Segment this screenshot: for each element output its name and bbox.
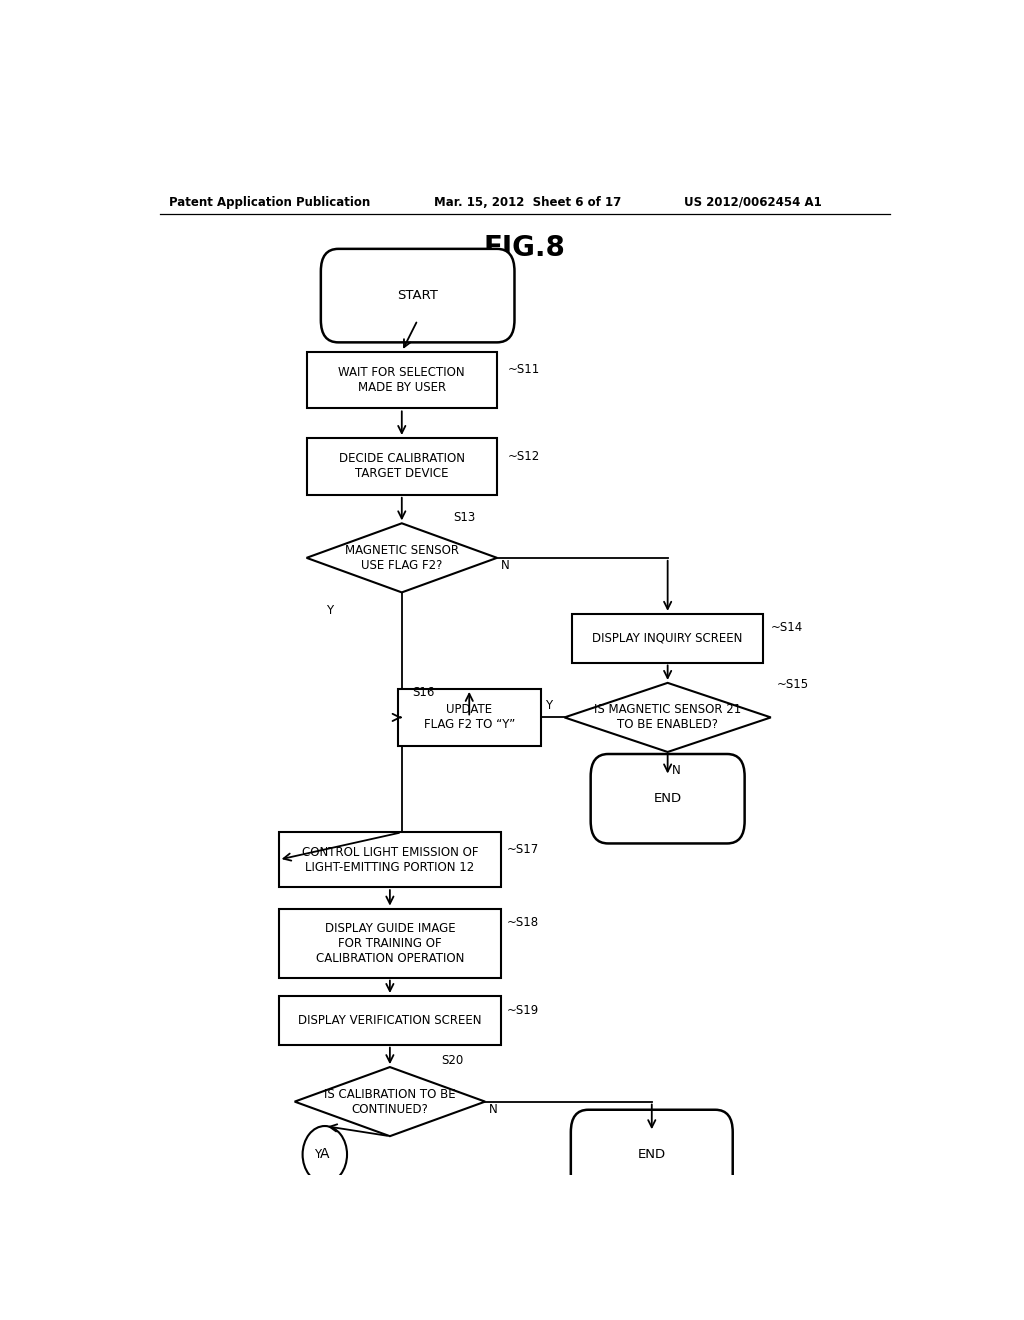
Text: Y: Y xyxy=(327,605,334,618)
Text: MAGNETIC SENSOR
USE FLAG F2?: MAGNETIC SENSOR USE FLAG F2? xyxy=(345,544,459,572)
Bar xyxy=(306,351,497,408)
Text: FIG.8: FIG.8 xyxy=(484,234,565,261)
Text: Y: Y xyxy=(314,1148,322,1162)
Text: ~S12: ~S12 xyxy=(507,450,540,463)
Text: ~S17: ~S17 xyxy=(507,843,539,857)
Text: WAIT FOR SELECTION
MADE BY USER: WAIT FOR SELECTION MADE BY USER xyxy=(339,366,465,393)
Text: ~S11: ~S11 xyxy=(507,363,540,376)
Text: DECIDE CALIBRATION
TARGET DEVICE: DECIDE CALIBRATION TARGET DEVICE xyxy=(339,453,465,480)
Text: IS CALIBRATION TO BE
CONTINUED?: IS CALIBRATION TO BE CONTINUED? xyxy=(324,1088,456,1115)
Text: ~S15: ~S15 xyxy=(777,678,809,692)
Text: CONTROL LIGHT EMISSION OF
LIGHT-EMITTING PORTION 12: CONTROL LIGHT EMISSION OF LIGHT-EMITTING… xyxy=(302,846,478,874)
Text: IS MAGNETIC SENSOR 21
TO BE ENABLED?: IS MAGNETIC SENSOR 21 TO BE ENABLED? xyxy=(594,704,741,731)
Bar xyxy=(572,614,763,663)
Text: ~S14: ~S14 xyxy=(771,622,803,635)
Text: END: END xyxy=(638,1148,666,1162)
Text: Y: Y xyxy=(545,698,552,711)
FancyBboxPatch shape xyxy=(570,1110,733,1199)
FancyBboxPatch shape xyxy=(591,754,744,843)
Text: START: START xyxy=(397,289,438,302)
Text: Mar. 15, 2012  Sheet 6 of 17: Mar. 15, 2012 Sheet 6 of 17 xyxy=(433,195,621,209)
Text: UPDATE
FLAG F2 TO “Y”: UPDATE FLAG F2 TO “Y” xyxy=(424,704,515,731)
Polygon shape xyxy=(306,523,497,593)
Text: N: N xyxy=(489,1104,498,1117)
Polygon shape xyxy=(295,1067,485,1137)
Text: N: N xyxy=(672,764,680,776)
Text: ~S18: ~S18 xyxy=(507,916,539,929)
Text: S16: S16 xyxy=(412,685,434,698)
Circle shape xyxy=(303,1126,347,1183)
Text: S13: S13 xyxy=(454,511,475,524)
Text: ~S19: ~S19 xyxy=(507,1003,539,1016)
Bar xyxy=(279,833,501,887)
Bar xyxy=(397,689,541,746)
Bar xyxy=(279,908,501,978)
Text: DISPLAY INQUIRY SCREEN: DISPLAY INQUIRY SCREEN xyxy=(593,632,742,644)
Text: A: A xyxy=(321,1147,330,1162)
Text: END: END xyxy=(653,792,682,805)
Text: Patent Application Publication: Patent Application Publication xyxy=(169,195,371,209)
Text: N: N xyxy=(501,560,510,573)
FancyBboxPatch shape xyxy=(321,249,514,342)
Polygon shape xyxy=(564,682,771,752)
Text: DISPLAY VERIFICATION SCREEN: DISPLAY VERIFICATION SCREEN xyxy=(298,1014,481,1027)
Text: S20: S20 xyxy=(441,1055,464,1068)
Text: US 2012/0062454 A1: US 2012/0062454 A1 xyxy=(684,195,821,209)
Bar xyxy=(279,995,501,1044)
Text: DISPLAY GUIDE IMAGE
FOR TRAINING OF
CALIBRATION OPERATION: DISPLAY GUIDE IMAGE FOR TRAINING OF CALI… xyxy=(315,921,464,965)
Bar xyxy=(306,438,497,495)
